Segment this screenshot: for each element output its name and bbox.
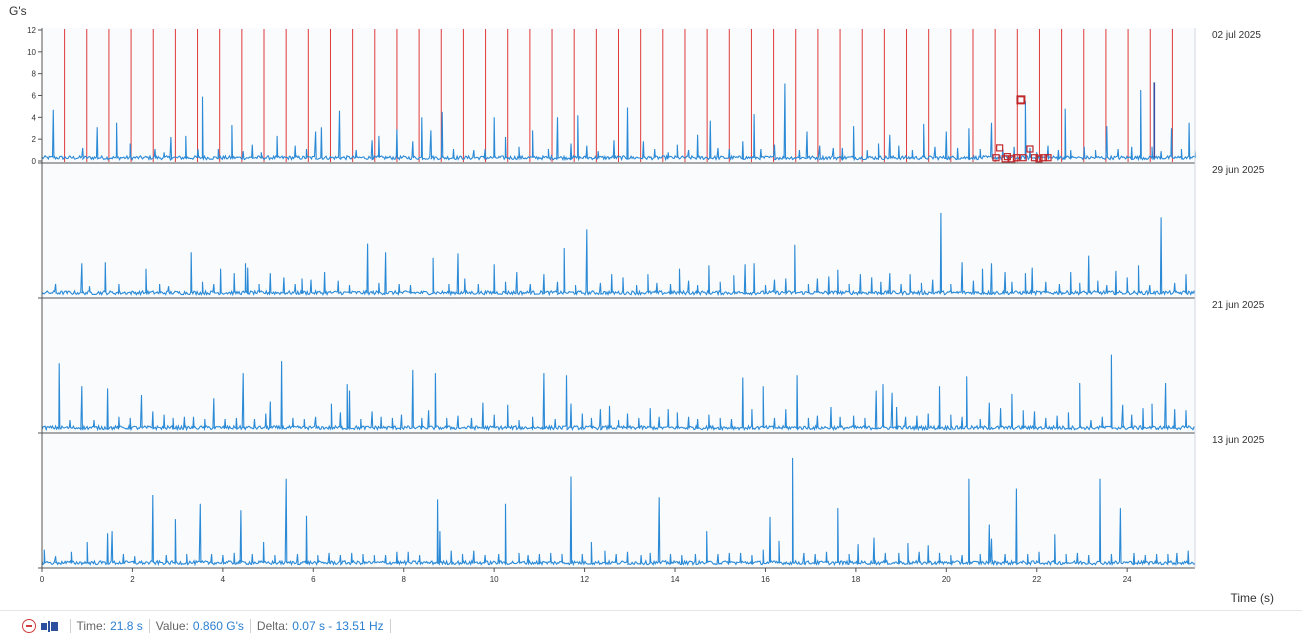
delta-readout: 0.07 s - 13.51 Hz	[292, 619, 384, 633]
peak-marker	[1026, 145, 1034, 153]
y-tick-label: 6	[32, 92, 37, 101]
x-tick-label: 2	[130, 575, 135, 584]
peak-marker	[1039, 154, 1048, 162]
y-axis-label: G's	[9, 4, 27, 18]
x-tick-label: 22	[1032, 575, 1041, 584]
value-readout: 0.860 G's	[192, 619, 244, 633]
waveform-series-3	[41, 457, 1196, 567]
x-tick-label: 16	[761, 575, 770, 584]
peak-marker	[1044, 154, 1052, 162]
panel-date-label: 13 jun 2025	[1212, 435, 1265, 446]
cursor-status-bar: Time: 21.8 s Value: 0.860 G's Delta: 0.0…	[0, 610, 1302, 641]
x-tick-label: 24	[1123, 575, 1132, 584]
peak-marker	[1008, 155, 1016, 163]
peak-marker	[996, 144, 1004, 152]
x-tick-label: 8	[401, 575, 406, 584]
peak-marker	[992, 154, 1000, 162]
delta-label: Delta:	[256, 619, 289, 633]
x-tick-label: 12	[580, 575, 589, 584]
plot-panel-1	[42, 163, 1195, 298]
remove-cursor-icon[interactable]	[22, 619, 36, 633]
divider	[69, 619, 71, 633]
peak-marker	[1019, 154, 1027, 162]
peak-marker	[1012, 154, 1020, 162]
peak-marker	[1001, 155, 1009, 163]
x-tick-label: 14	[671, 575, 680, 584]
divider	[148, 619, 150, 633]
x-tick-label: 4	[221, 575, 226, 584]
y-tick-label: 2	[32, 135, 37, 144]
time-value: 21.8 s	[110, 619, 143, 633]
plot-panel-2	[42, 298, 1195, 433]
x-tick-label: 6	[311, 575, 316, 584]
divider	[249, 619, 251, 633]
panel-date-label: 29 jun 2025	[1212, 165, 1265, 176]
x-axis-label: Time (s)	[1230, 591, 1274, 605]
peak-marker	[1003, 153, 1011, 161]
divider	[389, 619, 391, 633]
x-tick-label: 20	[942, 575, 951, 584]
peak-marker	[1016, 95, 1026, 105]
multi-panel-vibration-chart[interactable]: 02 jul 2025 0 2 4 6 8 10 12 29 jun 2025 21 jun 20…	[0, 0, 1302, 610]
x-tick-label: 0	[40, 575, 45, 584]
time-label: Time:	[76, 619, 107, 633]
dual-cursor-icon[interactable]	[41, 620, 58, 632]
y-tick-label: 12	[27, 26, 36, 35]
panel-date-label: 21 jun 2025	[1212, 300, 1265, 311]
panel-date-label: 02 jul 2025	[1212, 30, 1261, 41]
value-label: Value:	[155, 619, 189, 633]
waveform-series-1	[41, 212, 1196, 297]
x-tick-label: 10	[490, 575, 499, 584]
y-tick-label: 4	[32, 113, 37, 122]
waveform-series-2	[41, 354, 1195, 432]
y-tick-label: 10	[27, 48, 36, 57]
y-tick-label: 0	[32, 157, 37, 166]
y-tick-label: 8	[32, 70, 37, 79]
peak-marker	[1035, 155, 1043, 163]
plot-panel-3	[42, 433, 1195, 568]
peak-marker	[1030, 154, 1039, 162]
x-tick-label: 18	[851, 575, 860, 584]
